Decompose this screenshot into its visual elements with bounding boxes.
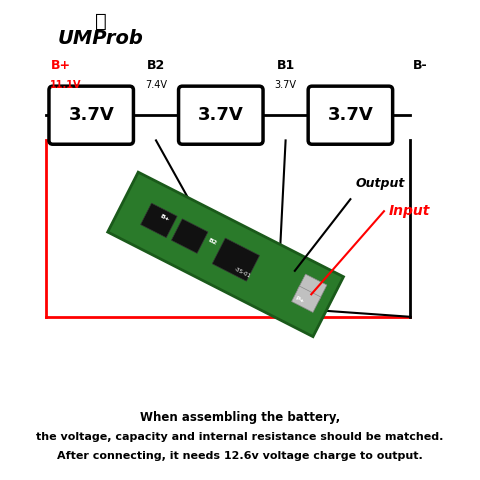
FancyBboxPatch shape: [179, 86, 263, 144]
Text: Input: Input: [389, 204, 430, 218]
Text: 3.7V: 3.7V: [275, 80, 297, 90]
FancyBboxPatch shape: [49, 86, 133, 144]
Text: UMProb: UMProb: [58, 29, 144, 48]
Text: After connecting, it needs 12.6v voltage charge to output.: After connecting, it needs 12.6v voltage…: [57, 451, 423, 461]
Text: When assembling the battery,: When assembling the battery,: [140, 411, 340, 424]
Text: 3.7V: 3.7V: [327, 106, 373, 124]
Polygon shape: [108, 172, 344, 336]
Text: B2: B2: [207, 238, 218, 246]
Text: the voltage, capacity and internal resistance should be matched.: the voltage, capacity and internal resis…: [36, 432, 444, 442]
Text: 7.4V: 7.4V: [145, 80, 167, 90]
Text: B-: B-: [413, 59, 427, 72]
Polygon shape: [212, 238, 260, 281]
Text: 𝓦: 𝓦: [95, 12, 107, 31]
Text: 11.1V: 11.1V: [50, 80, 82, 90]
Text: 3.7V: 3.7V: [68, 106, 114, 124]
Text: B+: B+: [158, 213, 170, 222]
Text: 3.7V: 3.7V: [198, 106, 244, 124]
Text: B2: B2: [147, 59, 165, 72]
Polygon shape: [171, 219, 208, 253]
Polygon shape: [141, 203, 177, 238]
Polygon shape: [291, 286, 321, 312]
Text: B+: B+: [50, 59, 71, 72]
Polygon shape: [298, 274, 327, 300]
Text: -3S-01: -3S-01: [233, 266, 252, 279]
FancyBboxPatch shape: [308, 86, 393, 144]
Text: Output: Output: [355, 177, 405, 190]
Text: B1: B1: [276, 59, 295, 72]
Text: P+: P+: [294, 295, 305, 304]
